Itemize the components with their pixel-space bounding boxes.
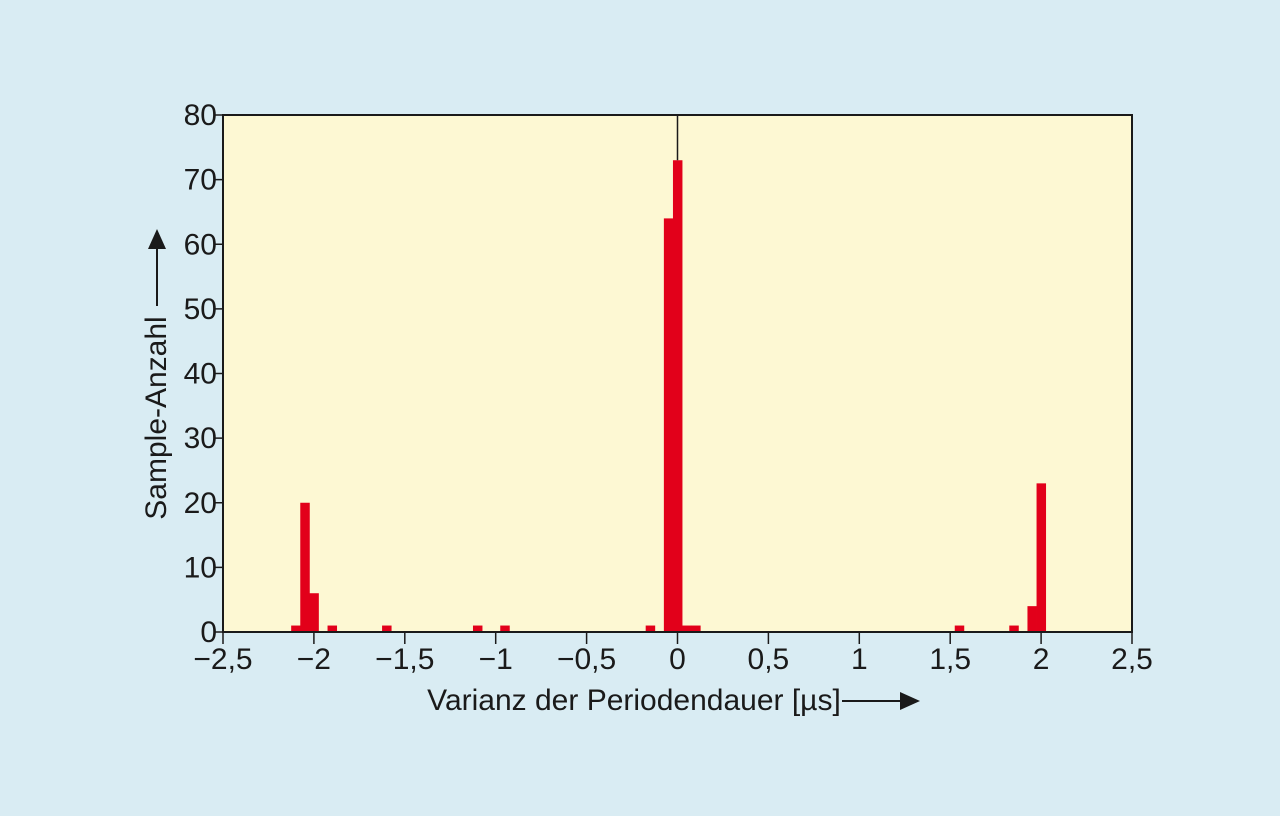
x-tick-label: 2,5 bbox=[1111, 643, 1153, 676]
x-tick-label: 0,5 bbox=[748, 643, 790, 676]
y-tick-label: 20 bbox=[184, 487, 217, 520]
y-axis-arrow-icon bbox=[148, 229, 166, 306]
x-tick-label: 2 bbox=[1033, 643, 1050, 676]
histogram-bar bbox=[645, 625, 656, 632]
x-axis-title: Varianz der Periodendauer [µs] bbox=[427, 684, 841, 717]
histogram-bar bbox=[672, 160, 683, 633]
x-tick-label: −0,5 bbox=[557, 643, 616, 676]
y-tick-label: 10 bbox=[184, 551, 217, 584]
y-tick-label: 0 bbox=[200, 616, 217, 649]
histogram-bar bbox=[327, 625, 338, 632]
y-tick-label: 80 bbox=[184, 99, 217, 132]
bars-group bbox=[291, 160, 1047, 633]
histogram-bar bbox=[954, 625, 965, 632]
x-tick-label: −1,5 bbox=[375, 643, 434, 676]
y-tick-label: 40 bbox=[184, 358, 217, 391]
x-tick-label: 1 bbox=[851, 643, 868, 676]
histogram-bar bbox=[682, 625, 692, 632]
y-tick-label: 70 bbox=[184, 164, 217, 197]
histogram-bar bbox=[500, 625, 510, 632]
histogram-bar bbox=[1027, 606, 1037, 632]
x-tick-label: −1 bbox=[479, 643, 513, 676]
histogram-bar bbox=[1036, 483, 1047, 632]
y-tick-label: 60 bbox=[184, 228, 217, 261]
y-axis-title: Sample-Anzahl bbox=[140, 316, 173, 519]
histogram-bar bbox=[291, 625, 301, 632]
histogram-bar bbox=[663, 218, 674, 632]
y-tick-label: 50 bbox=[184, 293, 217, 326]
histogram-bar bbox=[300, 502, 310, 632]
x-tick-label: 0 bbox=[669, 643, 686, 676]
x-tick-label: −2 bbox=[297, 643, 331, 676]
x-tick-label: −2,5 bbox=[193, 643, 252, 676]
histogram-bar bbox=[1009, 625, 1019, 632]
histogram-bar bbox=[472, 625, 483, 632]
x-axis-ticks: −2,5 −2 −1,5 −1 −0,5 0 0,5 1 1,5 2 2,5 bbox=[193, 632, 1153, 676]
x-axis-arrow-icon bbox=[842, 692, 920, 710]
y-axis-ticks: 0 10 20 30 40 50 60 70 80 bbox=[184, 99, 223, 649]
histogram-bar bbox=[691, 625, 701, 632]
histogram-bar bbox=[382, 625, 392, 632]
y-tick-label: 30 bbox=[184, 422, 217, 455]
x-tick-label: 1,5 bbox=[929, 643, 971, 676]
histogram-bar bbox=[309, 593, 319, 632]
